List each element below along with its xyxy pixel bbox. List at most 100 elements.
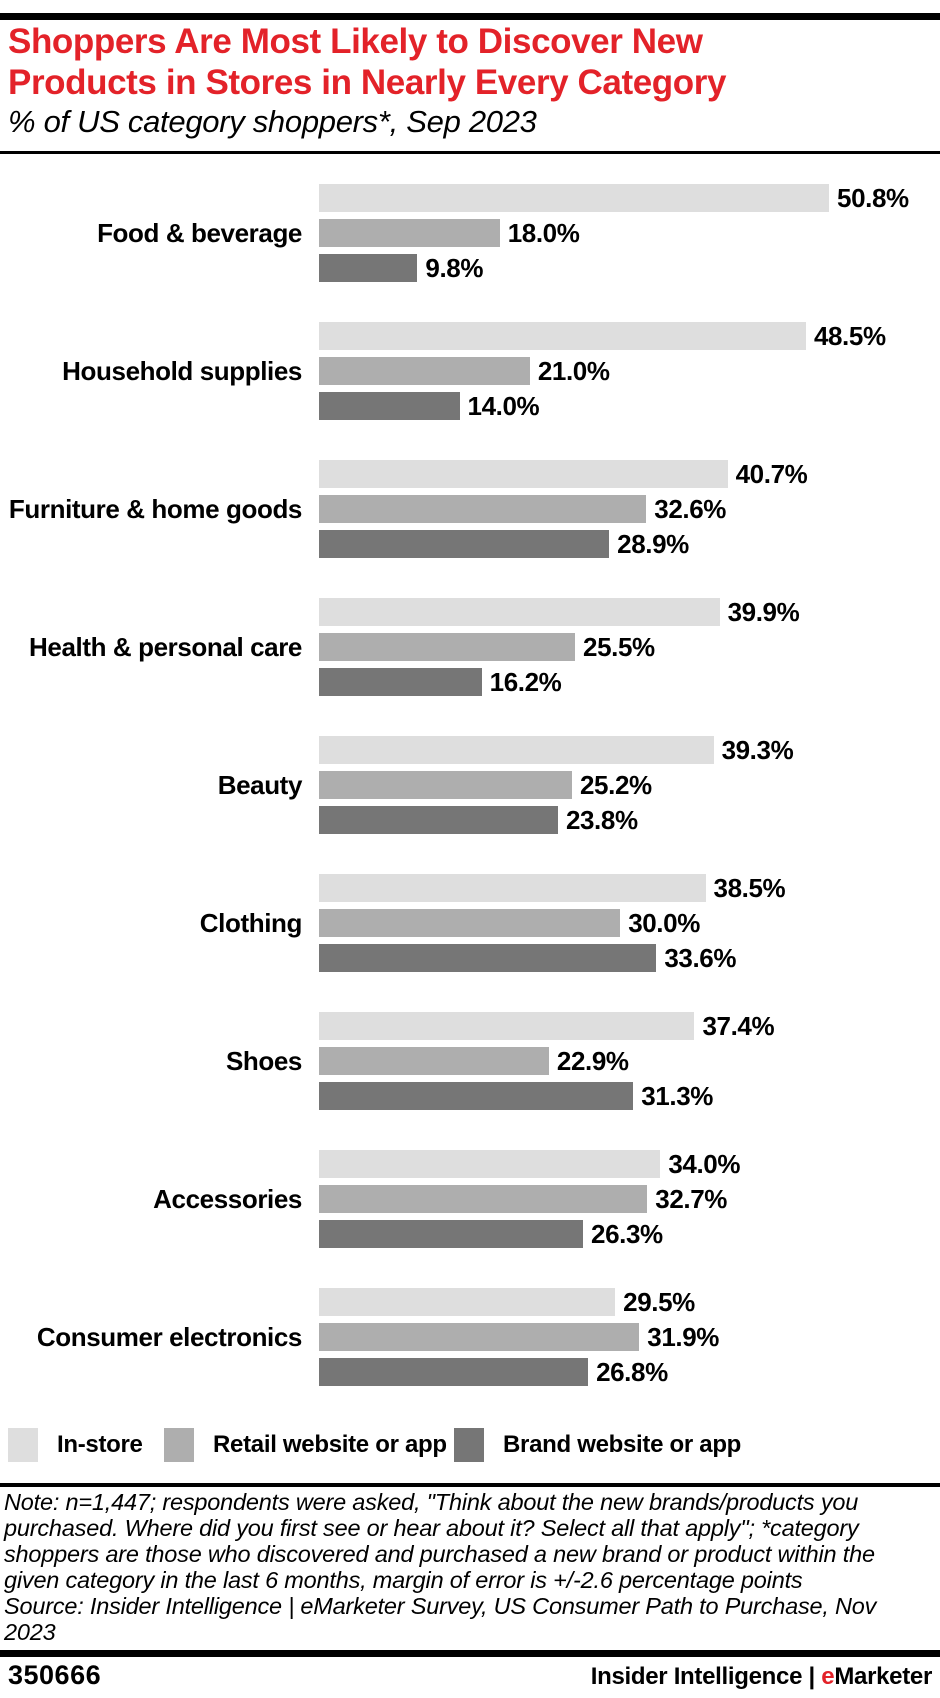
legend-item-retail-website: Retail website or app	[164, 1428, 447, 1462]
legend-item-brand-website: Brand website or app	[454, 1428, 741, 1462]
bar-row: 25.2%	[319, 769, 793, 800]
brand-wordmark: Insider Intelligence | eMarketer	[590, 1663, 933, 1691]
brand-emarketer-e: e	[821, 1663, 835, 1690]
value-label: 25.5%	[583, 631, 655, 662]
value-label: 32.6%	[654, 493, 727, 524]
value-label: 31.9%	[647, 1321, 719, 1352]
value-label: 26.3%	[591, 1218, 663, 1249]
legend-item-in-store: In-store	[8, 1428, 143, 1462]
legend-label: Brand website or app	[503, 1431, 742, 1458]
brand-emarketer-rest: Marketer	[834, 1663, 932, 1690]
bar	[319, 495, 647, 523]
category-label: Household supplies	[62, 355, 302, 386]
legend-label: In-store	[57, 1431, 143, 1458]
bar-row: 26.3%	[319, 1218, 740, 1249]
value-label: 37.4%	[702, 1010, 775, 1041]
bar	[319, 598, 720, 626]
value-label: 48.5%	[813, 320, 886, 351]
chart-group: Consumer electronics 29.5% 31.9% 26.8%	[0, 1286, 940, 1387]
bar	[319, 184, 830, 212]
category-label: Clothing	[199, 907, 303, 938]
value-label: 39.3%	[721, 734, 794, 765]
top-rule	[0, 13, 940, 20]
bar	[319, 633, 576, 661]
value-label: 16.2%	[489, 666, 562, 697]
bar-set: 40.7% 32.6% 28.9%	[319, 458, 808, 559]
value-label: 33.6%	[664, 942, 737, 973]
note-rule	[0, 1483, 940, 1487]
bar-row: 39.9%	[319, 596, 800, 627]
bar	[319, 1323, 640, 1351]
source-text: Source: Insider Intelligence | eMarketer…	[4, 1593, 877, 1645]
bar	[319, 1047, 549, 1075]
legend-label: Retail website or app	[213, 1431, 447, 1458]
bar	[319, 909, 621, 937]
bottom-rule	[0, 1650, 940, 1657]
bar-row: 28.9%	[319, 528, 807, 559]
bar-row: 26.8%	[319, 1357, 719, 1387]
bar	[319, 1012, 695, 1040]
value-label: 18.0%	[507, 217, 580, 248]
chart-group: Furniture & home goods 40.7% 32.6% 28.9%	[0, 458, 940, 559]
bar	[319, 322, 806, 350]
value-label: 28.9%	[617, 528, 689, 559]
category-label: Beauty	[217, 769, 303, 800]
value-label: 23.8%	[565, 804, 638, 835]
bar-row: 33.6%	[319, 942, 785, 973]
footnote-text: Note: n=1,447; respondents were asked, "…	[4, 1489, 875, 1593]
bar-row: 14.0%	[319, 391, 886, 421]
bar	[319, 460, 728, 488]
value-label: 40.7%	[735, 458, 808, 489]
bar-row: 25.5%	[319, 631, 799, 662]
chart-group: Shoes 37.4% 22.9% 31.3%	[0, 1010, 940, 1111]
value-label: 29.5%	[623, 1286, 695, 1317]
chart-subtitle: % of US category shoppers*, Sep 2023	[8, 104, 537, 139]
brand-insider-intelligence: Insider Intelligence |	[590, 1663, 822, 1690]
bar	[319, 254, 418, 282]
bar-row: 23.8%	[319, 804, 793, 835]
value-label: 50.8%	[837, 182, 909, 213]
value-label: 25.2%	[580, 769, 652, 800]
category-label: Food & beverage	[97, 217, 302, 248]
bar	[319, 1185, 648, 1213]
bar	[319, 392, 460, 420]
chart-group: Accessories 34.0% 32.7% 26.3%	[0, 1148, 940, 1249]
bar-row: 31.9%	[319, 1321, 719, 1352]
bar	[319, 1150, 661, 1178]
bar-set: 37.4% 22.9% 31.3%	[319, 1010, 775, 1111]
bar-row: 39.3%	[319, 734, 794, 765]
bar	[319, 874, 706, 902]
bar-set: 48.5% 21.0% 14.0%	[319, 320, 886, 421]
bar-row: 31.3%	[319, 1080, 774, 1111]
bar	[319, 771, 572, 799]
bar-set: 29.5% 31.9% 26.8%	[319, 1286, 719, 1387]
category-label: Shoes	[225, 1045, 302, 1076]
bar	[319, 357, 530, 385]
bar	[319, 530, 610, 558]
bar	[319, 944, 657, 972]
value-label: 39.9%	[727, 596, 800, 627]
bar-set: 50.8% 18.0% 9.8%	[319, 182, 909, 283]
value-label: 34.0%	[668, 1148, 741, 1179]
chart-legend: In-store Retail website or app Brand web…	[0, 1428, 940, 1466]
chart-title: Shoppers Are Most Likely to Discover New…	[8, 22, 727, 102]
legend-swatch-in-store	[8, 1428, 38, 1462]
chart-group: Clothing 38.5% 30.0% 33.6%	[0, 872, 940, 973]
value-label: 22.9%	[556, 1045, 629, 1076]
value-label: 9.8%	[425, 252, 484, 283]
bar-row: 32.7%	[319, 1184, 740, 1214]
value-label: 38.5%	[713, 872, 786, 903]
value-label: 31.3%	[641, 1080, 713, 1111]
value-label: 21.0%	[537, 355, 610, 386]
bar-row: 9.8%	[319, 252, 909, 283]
legend-swatch-brand-website	[454, 1428, 484, 1462]
bar	[319, 1220, 584, 1248]
bar-row: 50.8%	[319, 182, 909, 213]
category-label: Accessories	[153, 1183, 302, 1214]
bar-set: 39.9% 25.5% 16.2%	[319, 596, 800, 697]
category-label: Furniture & home goods	[8, 493, 302, 524]
bar	[319, 1082, 634, 1110]
bar	[319, 1358, 589, 1386]
category-label: Consumer electronics	[36, 1321, 302, 1352]
